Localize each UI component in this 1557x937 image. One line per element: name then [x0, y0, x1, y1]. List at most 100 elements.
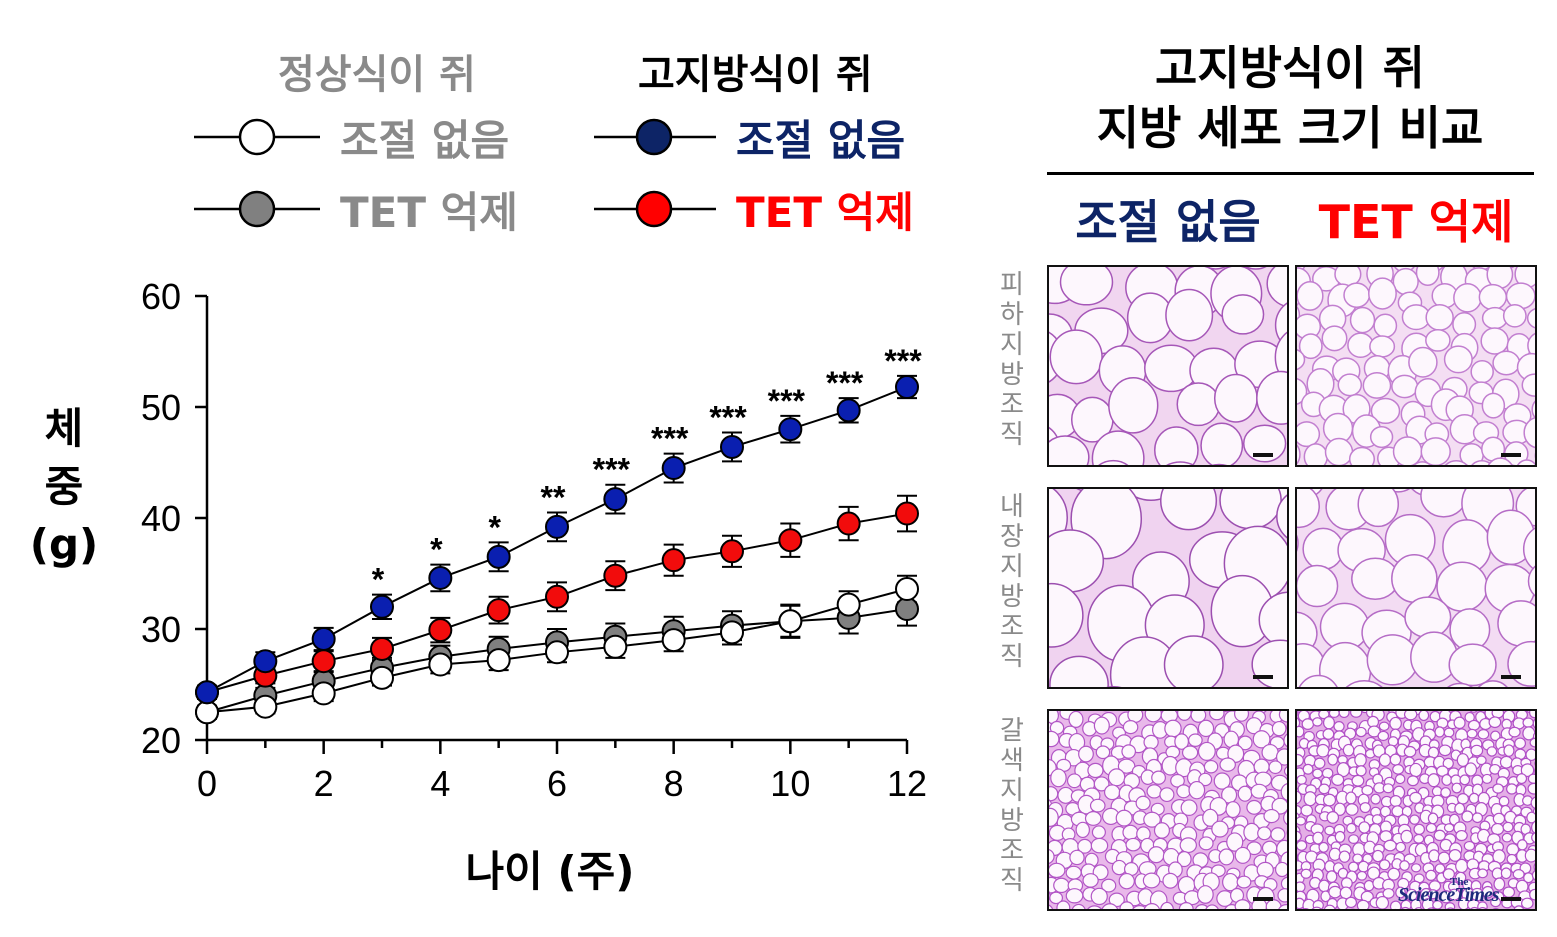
data-point-hfd_tet	[720, 539, 744, 564]
scale-bar	[1253, 897, 1273, 901]
legend-label-hfd-control: 조절 없음	[736, 115, 906, 165]
data-point-normal_control	[428, 652, 453, 677]
scale-bar	[1501, 897, 1521, 901]
significance-label: **	[541, 479, 566, 515]
data-point-hfd_control	[720, 434, 744, 459]
data-point-hfd_tet	[545, 584, 569, 609]
watermark-name: ScienceTimes	[1398, 884, 1500, 906]
data-point-hfd_control	[545, 514, 569, 539]
row-label-subcutaneous: 피하지방조직	[1000, 270, 1024, 450]
data-point-hfd_tet	[661, 548, 686, 573]
legend-item-hfd-tet: TET 억제	[592, 184, 914, 237]
y-tick-label: 40	[141, 498, 181, 539]
histology-title: 고지방식이 쥐 지방 세포 크기 비교	[1040, 38, 1540, 158]
data-point-hfd_control	[370, 594, 394, 619]
significance-label: *	[430, 532, 443, 568]
data-point-normal_control	[661, 628, 686, 653]
significance-label: *	[488, 509, 501, 545]
row-label-brown: 갈색지방조직	[1000, 716, 1024, 896]
y-tick-label: 30	[141, 609, 181, 650]
data-point-normal_control	[253, 694, 278, 719]
significance-label: ***	[709, 400, 747, 436]
data-point-normal_control	[603, 634, 628, 659]
watermark-logo: The ScienceTimes	[1398, 876, 1528, 910]
legend-label-hfd-tet: TET 억제	[736, 187, 914, 237]
y-axis-label: 체 중 (g)	[24, 400, 104, 574]
x-axis-label: 나이 (주)	[465, 847, 635, 896]
column-label-tet: TET 억제	[1318, 195, 1514, 249]
significance-label: *	[372, 562, 385, 598]
histology-brown-control	[1047, 709, 1289, 911]
histology-subcutaneous-tet	[1295, 265, 1537, 467]
significance-label: ***	[884, 343, 922, 379]
histology-subcutaneous-control	[1047, 265, 1289, 467]
histology-title-line-2: 지방 세포 크기 비교	[1096, 101, 1484, 155]
scale-bar	[1253, 453, 1273, 457]
y-axis-label-line-2: 중	[44, 462, 84, 511]
data-point-normal_control	[370, 665, 394, 690]
y-tick-label: 20	[141, 720, 181, 761]
histology-brown-tet	[1295, 709, 1537, 911]
data-point-hfd_control	[486, 544, 511, 569]
data-point-normal_control	[895, 577, 919, 602]
data-point-hfd_tet	[311, 649, 336, 674]
data-point-hfd_control	[253, 649, 278, 674]
data-point-normal_control	[195, 700, 219, 725]
significance-label: ***	[593, 452, 631, 488]
data-point-hfd_control	[603, 487, 628, 512]
data-point-hfd_tet	[603, 563, 628, 588]
data-point-hfd_control	[195, 680, 219, 705]
significance-label: ***	[651, 421, 689, 457]
data-point-normal_control	[778, 609, 803, 634]
y-tick-label: 50	[141, 387, 181, 428]
data-point-normal_control	[545, 640, 569, 665]
data-point-hfd_tet	[370, 636, 394, 661]
data-point-normal_control	[311, 681, 336, 706]
legend-item-hfd-control: 조절 없음	[592, 112, 905, 165]
data-point-hfd_tet	[428, 618, 453, 643]
histology-title-line-1: 고지방식이 쥐	[1155, 41, 1425, 95]
x-tick-label: 4	[430, 763, 450, 804]
row-label-visceral: 내장지방조직	[1000, 492, 1024, 672]
y-axis-label-line-3: (g)	[29, 520, 99, 569]
watermark-the: The	[1450, 876, 1469, 888]
y-tick-label: 60	[141, 276, 181, 317]
scale-bar	[1253, 675, 1273, 679]
data-point-hfd_tet	[895, 501, 919, 526]
data-point-hfd_control	[661, 456, 686, 481]
x-tick-label: 6	[547, 763, 567, 804]
x-tick-label: 2	[314, 763, 334, 804]
title-divider	[1047, 172, 1534, 175]
significance-label: ***	[768, 383, 806, 419]
column-label-control: 조절 없음	[1075, 195, 1261, 249]
data-point-hfd_control	[895, 375, 919, 400]
data-point-normal_tet	[895, 597, 919, 622]
legend-marker-white-circle	[194, 118, 320, 156]
data-point-hfd_tet	[836, 511, 861, 536]
data-point-hfd_tet	[778, 528, 803, 553]
data-point-hfd_control	[778, 417, 803, 442]
data-point-normal_control	[720, 620, 744, 645]
data-point-hfd_control	[836, 398, 861, 423]
histology-visceral-control	[1047, 487, 1289, 689]
y-axis-label-line-1: 체	[44, 404, 84, 453]
significance-label: ***	[826, 365, 864, 401]
x-tick-label: 0	[197, 763, 217, 804]
legend-title-normal-diet: 정상식이 쥐	[278, 52, 476, 98]
legend-label-normal-control: 조절 없음	[340, 115, 510, 165]
data-point-normal_control	[486, 648, 511, 673]
legend-item-normal-tet: TET 억제	[192, 184, 518, 237]
legend-marker-red-circle	[594, 190, 716, 228]
legend-marker-gray-circle	[194, 190, 320, 228]
x-tick-label: 10	[770, 763, 810, 804]
data-point-hfd_tet	[486, 598, 511, 623]
data-point-normal_control	[836, 592, 861, 617]
data-point-hfd_control	[311, 626, 336, 651]
legend-label-normal-tet: TET 억제	[340, 187, 518, 237]
legend-title-high-fat-diet: 고지방식이 쥐	[638, 52, 873, 98]
data-point-hfd_control	[428, 565, 453, 590]
legend-marker-navy-circle	[594, 118, 716, 156]
x-tick-label: 8	[664, 763, 684, 804]
legend-item-normal-control: 조절 없음	[192, 112, 509, 165]
